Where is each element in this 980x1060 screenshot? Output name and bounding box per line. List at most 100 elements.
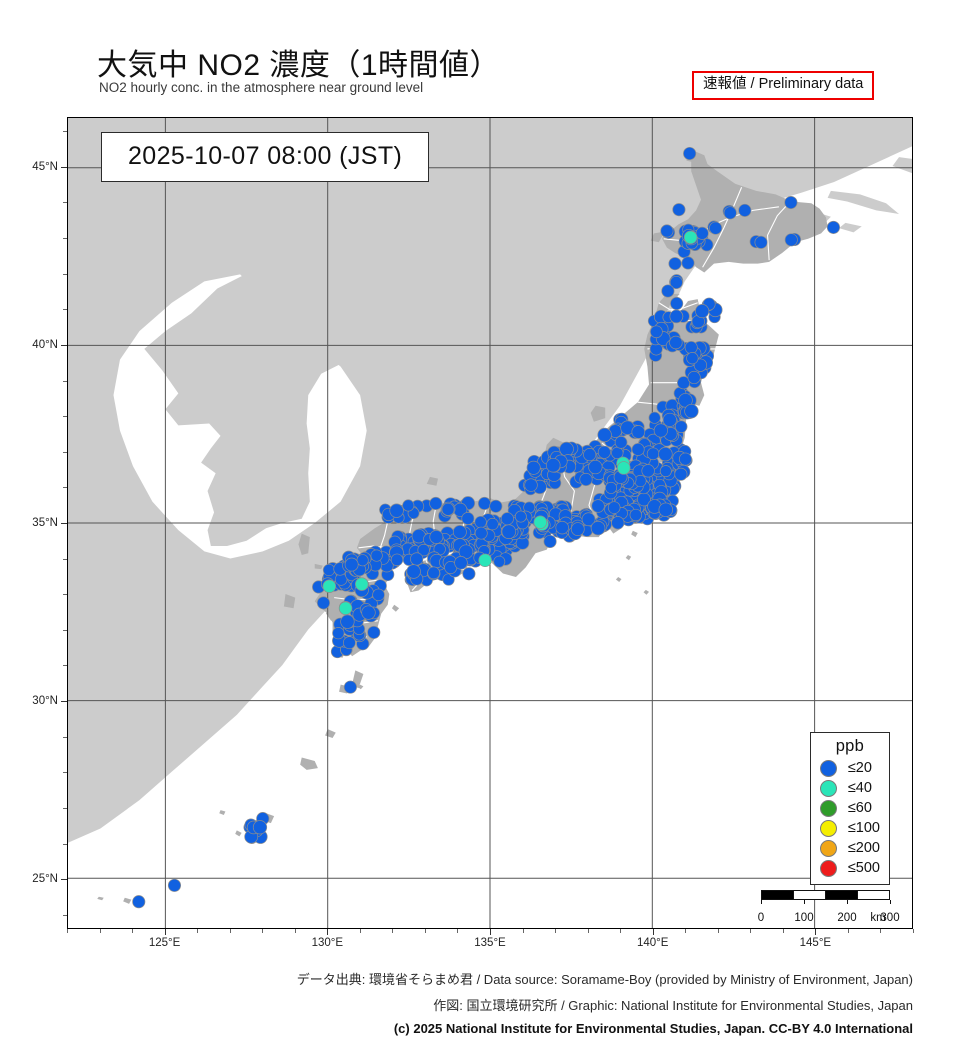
station-point[interactable] [406, 564, 421, 579]
station-point[interactable] [591, 499, 605, 513]
station-point[interactable] [402, 499, 415, 512]
station-point[interactable] [342, 636, 356, 650]
station-point[interactable] [659, 465, 672, 478]
station-point[interactable] [738, 203, 752, 217]
station-point[interactable] [514, 510, 527, 523]
map-plot-area[interactable]: 2025-10-07 08:00 (JST) ppb ≤20 ≤40 ≤60 ≤100… [67, 117, 913, 929]
station-point[interactable] [684, 403, 699, 419]
station-point[interactable] [167, 878, 182, 892]
station-point[interactable] [474, 526, 488, 540]
station-point[interactable] [590, 520, 606, 536]
station-point[interactable] [641, 464, 655, 478]
station-point[interactable] [427, 566, 440, 580]
station-point[interactable] [683, 230, 698, 245]
station-point[interactable] [662, 412, 677, 427]
station-point[interactable] [674, 467, 688, 481]
station-point[interactable] [322, 579, 337, 593]
station-point[interactable] [646, 447, 660, 461]
station-point[interactable] [474, 515, 487, 529]
station-point[interactable] [681, 256, 695, 270]
station-point[interactable] [695, 226, 709, 240]
station-point[interactable] [597, 445, 611, 459]
station-point[interactable] [669, 335, 683, 350]
station-point[interactable] [461, 511, 475, 525]
station-point[interactable] [372, 588, 385, 602]
station-point[interactable] [658, 446, 673, 462]
station-point[interactable] [410, 552, 424, 566]
station-point[interactable] [500, 512, 514, 526]
station-point[interactable] [611, 516, 625, 530]
station-point[interactable] [370, 549, 383, 562]
station-point[interactable] [670, 296, 684, 310]
station-point[interactable] [581, 512, 596, 527]
station-point[interactable] [597, 427, 612, 443]
station-point[interactable] [629, 508, 642, 522]
station-point[interactable] [614, 436, 628, 449]
station-point[interactable] [132, 895, 146, 909]
station-point[interactable] [631, 442, 645, 456]
station-point[interactable] [526, 460, 541, 475]
station-point[interactable] [252, 820, 268, 835]
station-point[interactable] [754, 235, 768, 249]
station-point[interactable] [340, 614, 355, 629]
station-point[interactable] [344, 557, 359, 572]
station-point[interactable] [605, 481, 618, 494]
station-point[interactable] [709, 221, 723, 235]
station-point[interactable] [486, 517, 499, 531]
station-point[interactable] [588, 459, 603, 475]
station-point[interactable] [356, 554, 369, 567]
station-point[interactable] [338, 601, 353, 615]
station-point[interactable] [361, 605, 376, 620]
station-point[interactable] [583, 448, 597, 462]
station-point[interactable] [826, 220, 840, 234]
station-point[interactable] [674, 420, 688, 433]
station-point[interactable] [555, 520, 569, 535]
station-point[interactable] [477, 496, 492, 510]
station-point[interactable] [660, 224, 674, 238]
station-point[interactable] [343, 680, 357, 694]
station-point[interactable] [677, 376, 691, 390]
station-point[interactable] [695, 304, 710, 319]
station-point[interactable] [332, 627, 345, 640]
station-point[interactable] [648, 411, 661, 424]
station-point[interactable] [658, 502, 674, 518]
station-point[interactable] [417, 543, 430, 557]
station-point[interactable] [650, 325, 663, 339]
station-point[interactable] [686, 352, 699, 365]
station-point[interactable] [489, 499, 503, 513]
station-point[interactable] [442, 573, 455, 586]
station-point[interactable] [617, 461, 631, 475]
station-point[interactable] [679, 452, 692, 466]
station-point[interactable] [390, 553, 404, 567]
station-point[interactable] [429, 530, 444, 544]
station-point[interactable] [693, 358, 708, 372]
station-point[interactable] [683, 146, 697, 161]
station-point[interactable] [533, 515, 548, 530]
station-point[interactable] [441, 502, 455, 516]
station-point[interactable] [493, 555, 506, 568]
station-point[interactable] [524, 478, 538, 492]
station-point[interactable] [543, 534, 557, 549]
station-point[interactable] [452, 525, 467, 539]
station-point[interactable] [631, 425, 646, 439]
station-point[interactable] [501, 524, 517, 539]
station-point[interactable] [545, 457, 561, 473]
station-point[interactable] [570, 522, 585, 536]
station-point[interactable] [784, 233, 798, 247]
station-point[interactable] [478, 553, 492, 568]
station-point[interactable] [454, 556, 468, 570]
station-point[interactable] [367, 625, 381, 639]
station-point[interactable] [607, 501, 621, 514]
station-point[interactable] [669, 309, 684, 324]
station-point[interactable] [355, 577, 369, 591]
station-point[interactable] [389, 503, 404, 518]
station-point[interactable] [653, 423, 668, 438]
station-point[interactable] [462, 567, 476, 581]
station-point[interactable] [661, 284, 675, 298]
station-point[interactable] [316, 596, 331, 610]
station-point[interactable] [634, 474, 647, 488]
station-point[interactable] [668, 257, 682, 271]
station-point[interactable] [723, 206, 737, 220]
station-point[interactable] [669, 275, 683, 290]
station-point[interactable] [672, 203, 686, 217]
